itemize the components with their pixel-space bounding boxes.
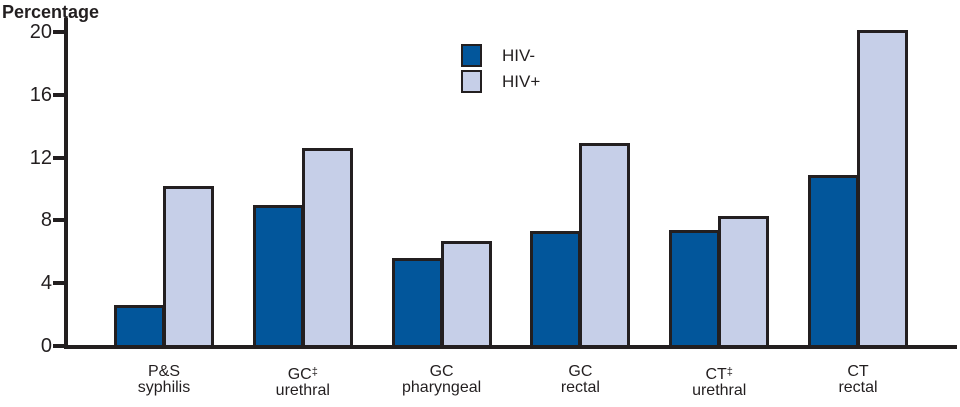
bar-hivneg-gc-pharyngeal (391, 258, 443, 349)
x-axis-label-ct-rectal: CT rectal (838, 363, 878, 396)
y-tick-mark-0 (53, 344, 66, 348)
legend-label-hiv-negative: HIV- (502, 46, 536, 65)
x-axis-label-gc-urethral: GC‡ urethral (275, 366, 330, 399)
x-axis-line (64, 345, 957, 349)
legend-label-hiv-positive: HIV+ (502, 72, 541, 91)
y-tick-mark-20 (53, 30, 66, 34)
y-tick-mark-4 (53, 281, 66, 286)
bar-hivneg-ct-urethral (669, 230, 721, 349)
y-tick-label-12: 12 (29, 146, 52, 169)
dagger-footnote-marker: ‡ (311, 366, 318, 378)
x-axis-label-ct-urethral: CT‡ urethral (692, 366, 747, 399)
y-tick-label-8: 8 (40, 209, 52, 232)
dagger-footnote-marker: ‡ (726, 366, 733, 378)
bar-hivneg-gc-urethral (252, 205, 304, 349)
bar-hivpos-ct-rectal (857, 30, 908, 349)
bar-hivpos-ps-syphilis (163, 186, 214, 349)
y-tick-label-0: 0 (40, 335, 52, 357)
bar-hivneg-ct-rectal (808, 175, 859, 349)
y-tick-mark-16 (53, 92, 66, 97)
y-tick-mark-8 (53, 218, 66, 223)
y-axis-title: Percentage (2, 2, 100, 22)
y-axis-line (64, 18, 68, 349)
legend-swatch-hiv-positive (461, 70, 482, 93)
y-tick-label-20: 20 (29, 21, 52, 43)
bar-hivpos-gc-urethral (301, 148, 353, 349)
x-axis-label-gc-pharyngeal: GC pharyngeal (402, 363, 482, 396)
legend-swatch-hiv-negative (461, 44, 482, 67)
bar-hivneg-ps-syphilis (114, 305, 165, 349)
bar-hivpos-gc-pharyngeal (440, 241, 492, 349)
y-tick-label-16: 16 (29, 83, 52, 106)
x-axis-label-gc-rectal: GC rectal (560, 363, 600, 396)
x-axis-label-ps-syphilis: P&S syphilis (137, 363, 191, 396)
y-tick-label-4: 4 (40, 272, 52, 295)
bar-hivpos-gc-rectal (579, 143, 631, 349)
y-tick-mark-12 (53, 155, 66, 160)
bar-hivpos-ct-urethral (718, 216, 770, 349)
bar-hivneg-gc-rectal (530, 231, 582, 349)
